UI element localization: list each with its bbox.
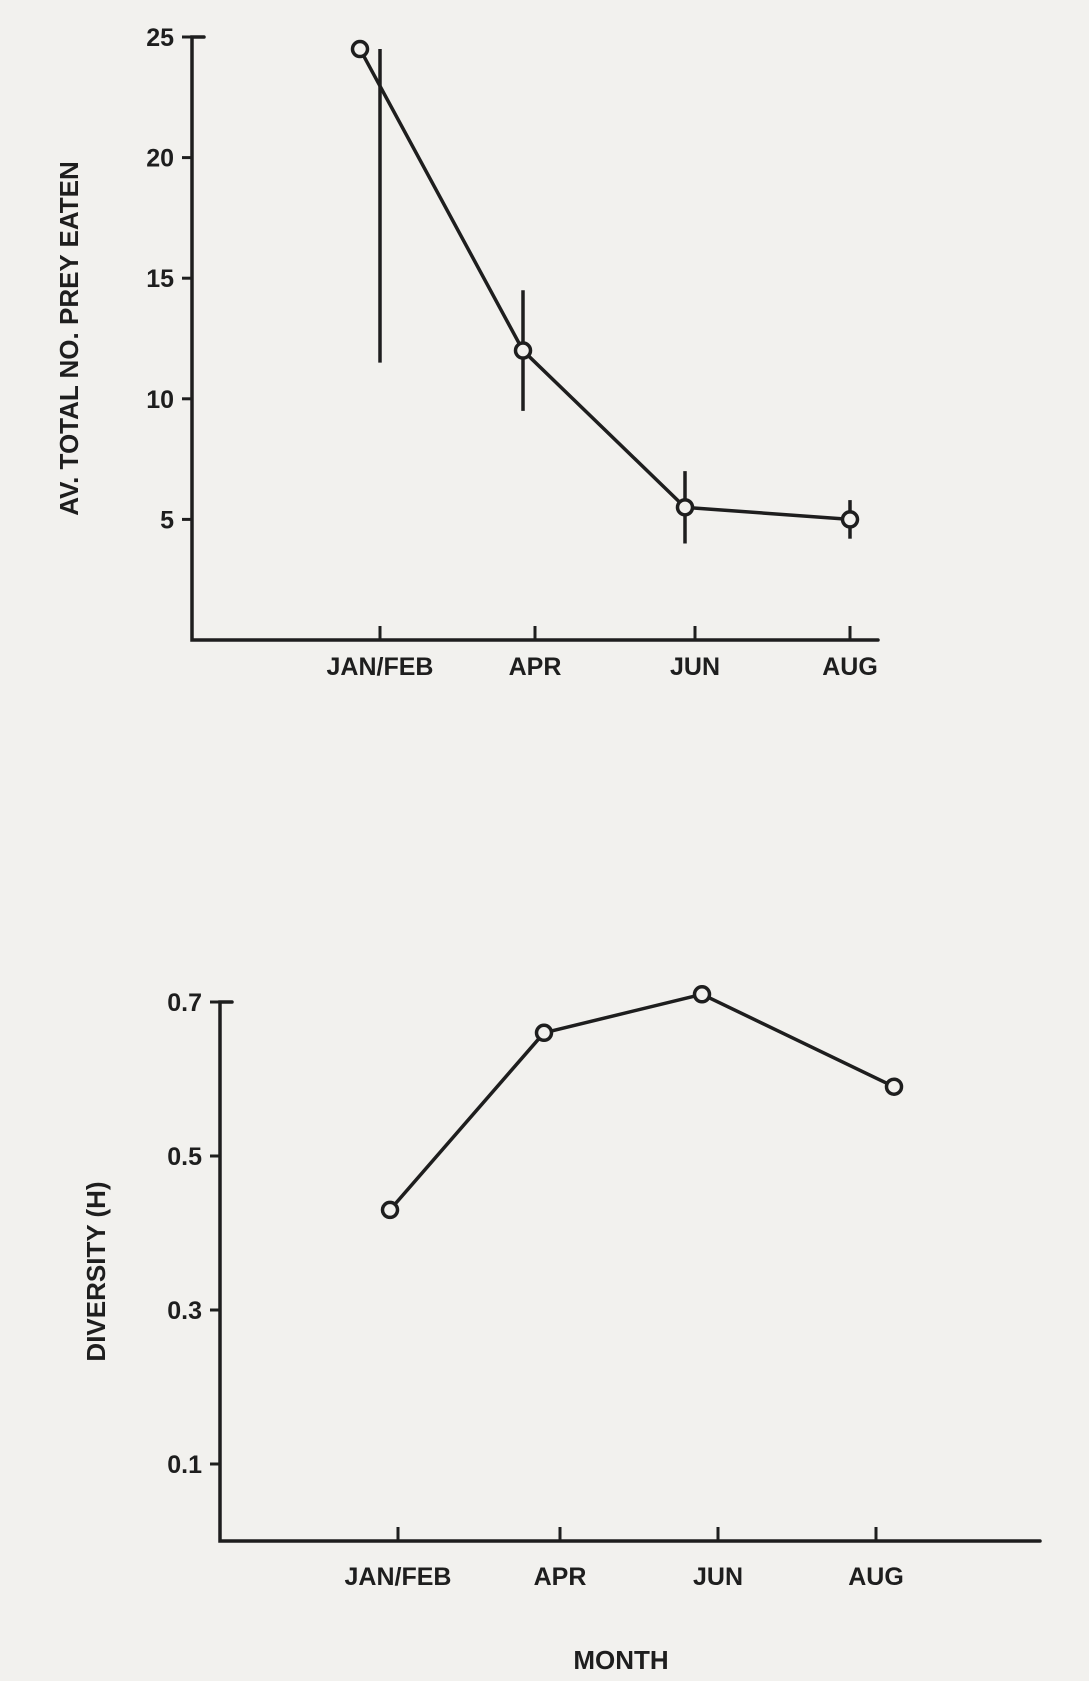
y-axis-title: DIVERSITY (H) [81,1181,111,1361]
data-point [350,39,370,59]
x-tick-label: JUN [693,1563,743,1591]
axis-line [218,1000,1042,1543]
y-tick-label: 5 [160,506,174,534]
data-point [380,1200,400,1220]
axis-line [190,35,880,642]
data-point [884,1077,904,1096]
x-tick-label: APR [509,653,562,681]
x-tick-label: AUG [822,653,878,681]
y-axis-title: AV. TOTAL NO. PREY EATEN [54,161,84,515]
data-point [692,985,712,1004]
x-tick-label: APR [534,1563,587,1591]
y-tick-label: 15 [146,265,174,293]
x-tick-label: JUN [670,653,720,681]
series-line [358,48,851,522]
y-tick-label: 20 [146,145,174,173]
y-tick-label: 0.5 [167,1143,202,1171]
series-line [388,992,895,1212]
x-axis-title: MONTH [573,1645,668,1675]
prey-eaten-chart: 5 10 15 20 25 JAN/FEB APR JUN AUG AV. TOTAL NO. P… [54,24,880,681]
y-tick-label: 0.1 [167,1451,202,1479]
y-tick-label: 0.3 [167,1297,202,1325]
diversity-chart: 0.1 0.3 0.5 0.7 JAN/FEB APR JUN AUG DIVERSITY (H… [81,985,1042,1675]
x-tick-label: JAN/FEB [327,653,434,681]
x-tick-label: JAN/FEB [345,1563,452,1591]
y-tick-label: 10 [146,386,174,414]
y-tick-label: 25 [146,24,174,52]
data-point [840,510,860,529]
data-point [675,498,695,517]
data-point [534,1023,554,1043]
x-tick-label: AUG [848,1563,904,1591]
y-tick-label: 0.7 [167,989,202,1017]
data-point [513,341,533,360]
